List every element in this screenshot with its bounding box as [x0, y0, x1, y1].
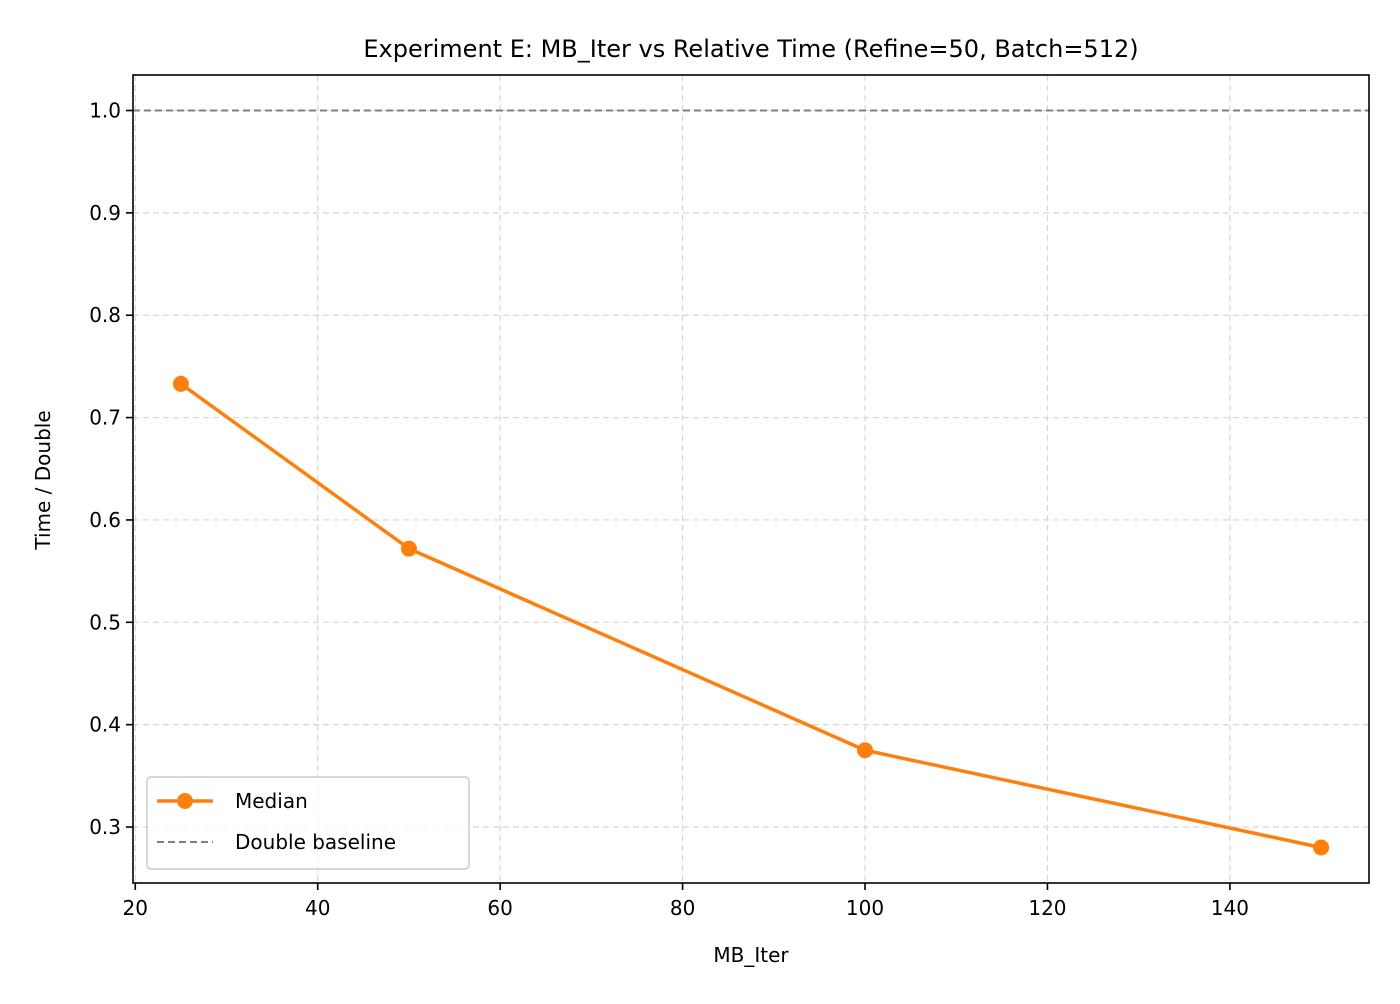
x-tick-label: 60 — [487, 896, 512, 920]
chart-title: Experiment E: MB_Iter vs Relative Time (… — [363, 35, 1138, 63]
series-layer — [172, 375, 1330, 856]
legend-baseline-label: Double baseline — [235, 830, 396, 854]
x-tick-label: 120 — [1028, 896, 1066, 920]
x-tick-label: 80 — [670, 896, 695, 920]
y-tick-label: 0.7 — [89, 406, 121, 430]
legend: Median Double baseline — [146, 776, 470, 870]
x-tick-label: 140 — [1211, 896, 1249, 920]
legend-frame — [146, 776, 470, 870]
x-tick-label: 100 — [846, 896, 884, 920]
median-data-point — [400, 540, 417, 557]
plot-area-frame — [132, 74, 1370, 884]
y-tick-label: 0.6 — [89, 508, 121, 532]
x-axis-label: MB_Iter — [713, 943, 789, 967]
x-tick-label: 40 — [305, 896, 330, 920]
y-tick-label: 0.9 — [89, 201, 121, 225]
y-axis-label: Time / Double — [31, 410, 55, 550]
x-tick-label: 20 — [123, 896, 148, 920]
legend-median-label: Median — [235, 789, 308, 813]
median-series-line — [179, 382, 1322, 850]
median-data-point — [857, 742, 874, 759]
median-data-point — [172, 375, 189, 392]
y-tick-label: 0.5 — [89, 610, 121, 634]
y-tick-label: 1.0 — [89, 99, 121, 123]
y-tick-label: 0.3 — [89, 815, 121, 839]
x-axis-ticks: 20 40 60 80 100 120 140 — [123, 883, 1249, 920]
legend-median-marker — [177, 793, 193, 809]
y-tick-label: 0.4 — [89, 713, 121, 737]
y-axis-ticks: 0.3 0.4 0.5 0.6 0.7 0.8 0.9 1.0 — [89, 99, 133, 839]
median-data-point — [1313, 839, 1330, 856]
y-tick-label: 0.8 — [89, 303, 121, 327]
